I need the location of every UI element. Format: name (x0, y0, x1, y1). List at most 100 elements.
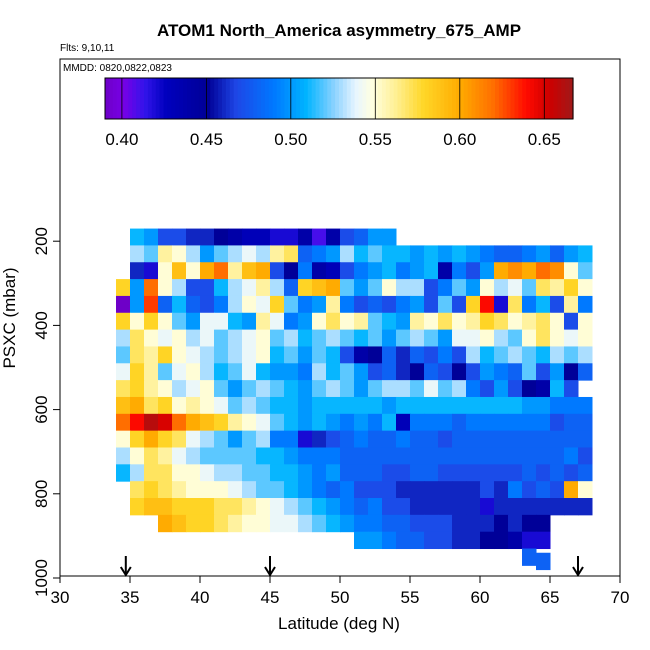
heatmap-cell (396, 279, 411, 297)
heatmap-cell (452, 498, 467, 516)
heatmap-cell (438, 380, 453, 398)
heatmap-cell (354, 531, 369, 550)
heatmap-cell (186, 514, 201, 533)
heatmap-cell (578, 262, 593, 280)
heatmap-cell (298, 228, 313, 246)
x-tick-label: 30 (51, 588, 70, 607)
colorbar-segment (393, 78, 399, 119)
heatmap-cell (326, 447, 341, 465)
colorbar-segment (569, 78, 574, 119)
heatmap-cell (200, 346, 215, 364)
heatmap-cell (256, 295, 271, 314)
heatmap-cell (494, 481, 509, 499)
heatmap-cell (116, 396, 131, 415)
colorbar-tick-label: 0.40 (105, 130, 138, 149)
colorbar-segment (452, 78, 457, 119)
heatmap-cell (200, 363, 215, 381)
heatmap-cell (480, 396, 495, 415)
heatmap-cell (368, 329, 383, 347)
heatmap-cell (438, 329, 453, 347)
heatmap-cell (116, 363, 131, 381)
y-tick-label: 1000 (32, 559, 51, 597)
heatmap-cell (130, 262, 145, 280)
heatmap-cell (270, 363, 285, 381)
heatmap-cell (158, 262, 173, 280)
heatmap-cell (298, 396, 313, 415)
heatmap-cell (284, 430, 299, 448)
colorbar-segment (225, 78, 231, 119)
heatmap-cell (298, 413, 313, 432)
heatmap-cell (466, 346, 481, 364)
heatmap-cell (578, 245, 593, 263)
heatmap-cell (228, 295, 243, 314)
heatmap-cell (466, 413, 481, 432)
heatmap-cell (326, 380, 341, 398)
heatmap-cell (256, 447, 271, 465)
heatmap-cell (550, 481, 565, 499)
colorbar-segment (506, 78, 512, 119)
heatmap-cell (130, 228, 145, 246)
heatmap-cell (228, 498, 243, 516)
heatmap-cell (550, 279, 565, 297)
heatmap-cell (186, 329, 201, 347)
colorbar-segment (397, 78, 402, 119)
heatmap-cell (550, 464, 565, 482)
colorbar-segment (549, 78, 555, 119)
heatmap-cell (116, 413, 131, 432)
heatmap-cell (396, 312, 411, 331)
heatmap-cell (508, 464, 523, 482)
heatmap-cell (116, 464, 131, 482)
heatmap-cell (424, 380, 439, 398)
x-tick-label: 40 (191, 588, 210, 607)
colorbar-segment (163, 78, 168, 119)
heatmap-cell (172, 295, 187, 314)
heatmap-cell (298, 514, 313, 533)
heatmap-cell (200, 464, 215, 482)
heatmap-cell (214, 430, 229, 448)
colorbar-segment (381, 78, 387, 119)
heatmap-cell (480, 363, 495, 381)
heatmap-cell (214, 262, 229, 280)
heatmap-cell (578, 329, 593, 347)
heatmap-cell (256, 396, 271, 415)
heatmap-cell (228, 464, 243, 482)
heatmap-cell (298, 346, 313, 364)
heatmap-cell (466, 295, 481, 314)
heatmap-cell (494, 346, 509, 364)
heatmap-cell (424, 514, 439, 533)
heatmap-cell (172, 262, 187, 280)
heatmap-cell (508, 531, 523, 550)
heatmap-cell (284, 329, 299, 347)
y-tick-label: 200 (32, 227, 51, 255)
heatmap-cell (536, 552, 551, 571)
colorbar-segment (342, 78, 348, 119)
heatmap-cell (452, 396, 467, 415)
colorbar-segment (307, 78, 313, 119)
heatmap-cell (312, 312, 327, 331)
heatmap-cell (354, 380, 369, 398)
heatmap-cell (186, 312, 201, 331)
heatmap-cell (480, 295, 495, 314)
heatmap-cell (578, 447, 593, 465)
heatmap-cell (550, 363, 565, 381)
heatmap-cell (312, 245, 327, 263)
heatmap-cell (410, 295, 425, 314)
heatmap-cell (564, 279, 579, 297)
colorbar-segment (257, 78, 262, 119)
y-tick-label: 400 (32, 311, 51, 339)
colorbar-segment (436, 78, 441, 119)
colorbar-segment (105, 78, 110, 119)
heatmap-cell (508, 514, 523, 533)
heatmap-cell (382, 430, 397, 448)
heatmap-cell (536, 380, 551, 398)
colorbar-segment (284, 78, 289, 119)
heatmap-cell (578, 498, 593, 516)
heatmap-cell (298, 498, 313, 516)
heatmap-cell (172, 498, 187, 516)
heatmap-cell (312, 396, 327, 415)
colorbar-segment (530, 78, 535, 119)
heatmap-cell (200, 380, 215, 398)
heatmap-cell (172, 312, 187, 331)
heatmap-cell (410, 329, 425, 347)
heatmap-cell (410, 514, 425, 533)
